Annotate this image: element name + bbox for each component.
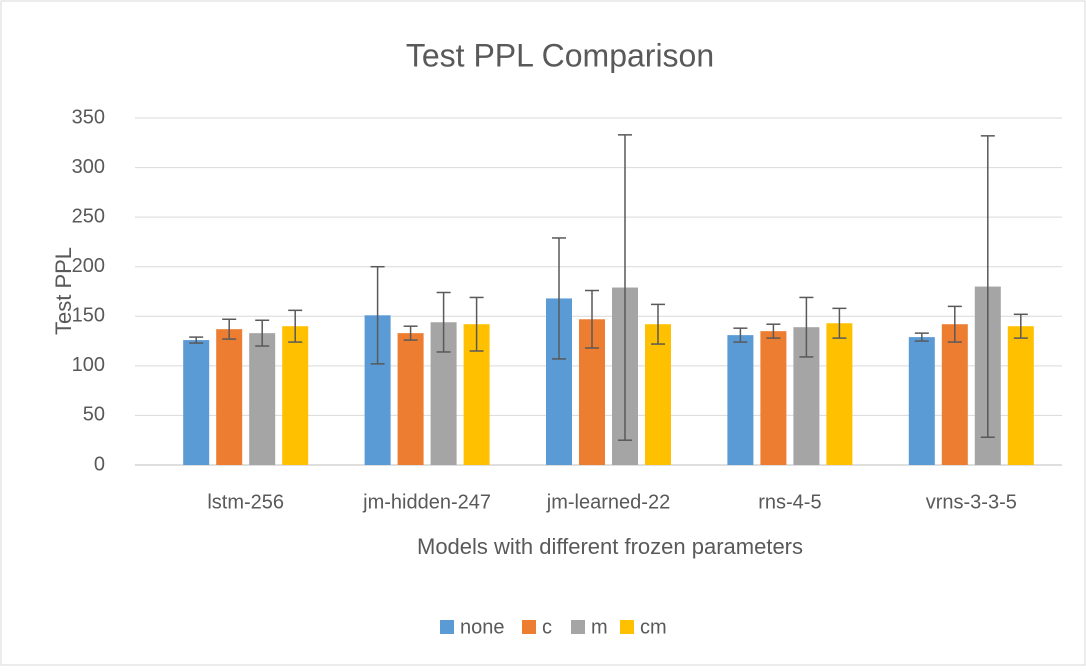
legend-swatch	[440, 620, 454, 634]
legend-swatch	[522, 620, 536, 634]
legend-label: none	[460, 616, 505, 638]
error-bar	[585, 289, 599, 349]
error-bar	[832, 307, 847, 339]
y-tick-label: 50	[83, 404, 105, 426]
bar	[727, 335, 754, 465]
bar	[941, 324, 968, 465]
y-tick-label: 0	[94, 453, 105, 475]
error-bar	[651, 303, 665, 345]
error-bar	[947, 305, 962, 343]
bar	[183, 340, 210, 465]
legend-swatch	[571, 620, 585, 634]
x-tick-label: jm-learned-22	[546, 491, 670, 513]
error-bar	[766, 323, 781, 339]
y-axis-label: Test PPL	[51, 247, 76, 335]
error-bar	[618, 134, 632, 441]
bar	[826, 323, 853, 465]
y-tick-label: 350	[72, 106, 105, 128]
bar	[249, 333, 276, 465]
bar	[282, 326, 309, 465]
chart-title: Test PPL Comparison	[406, 37, 714, 73]
y-tick-label: 100	[72, 354, 105, 376]
x-tick-label: vrns-3-3-5	[926, 491, 1017, 513]
error-bar	[469, 296, 484, 352]
legend-label: c	[542, 616, 552, 638]
bar	[760, 331, 787, 465]
bar	[645, 324, 671, 465]
error-bar	[914, 332, 929, 342]
error-bar	[288, 309, 303, 343]
x-tick-label: jm-hidden-247	[362, 491, 491, 513]
error-bar	[799, 296, 814, 358]
legend-swatch	[620, 620, 634, 634]
y-tick-label: 300	[72, 156, 105, 178]
y-tick-label: 200	[72, 255, 105, 277]
bar	[1007, 326, 1034, 465]
x-axis-label: Models with different frozen parameters	[417, 534, 803, 559]
error-bar	[255, 319, 270, 347]
error-bar	[733, 327, 748, 343]
error-bar	[552, 237, 566, 360]
x-tick-label: rns-4-5	[758, 491, 821, 513]
error-bar	[222, 318, 237, 340]
legend-label: m	[591, 616, 608, 638]
error-bar	[403, 325, 418, 341]
error-bar	[980, 135, 995, 438]
error-bar	[1013, 313, 1028, 339]
bar	[216, 329, 243, 465]
error-bar	[436, 291, 451, 353]
error-bar	[370, 265, 385, 365]
bar	[908, 337, 935, 465]
y-tick-label: 150	[72, 305, 105, 327]
x-tick-label: lstm-256	[207, 491, 284, 513]
y-tick-label: 250	[72, 205, 105, 227]
legend-label: cm	[640, 616, 667, 638]
error-bar	[189, 336, 204, 344]
bar	[397, 333, 424, 465]
